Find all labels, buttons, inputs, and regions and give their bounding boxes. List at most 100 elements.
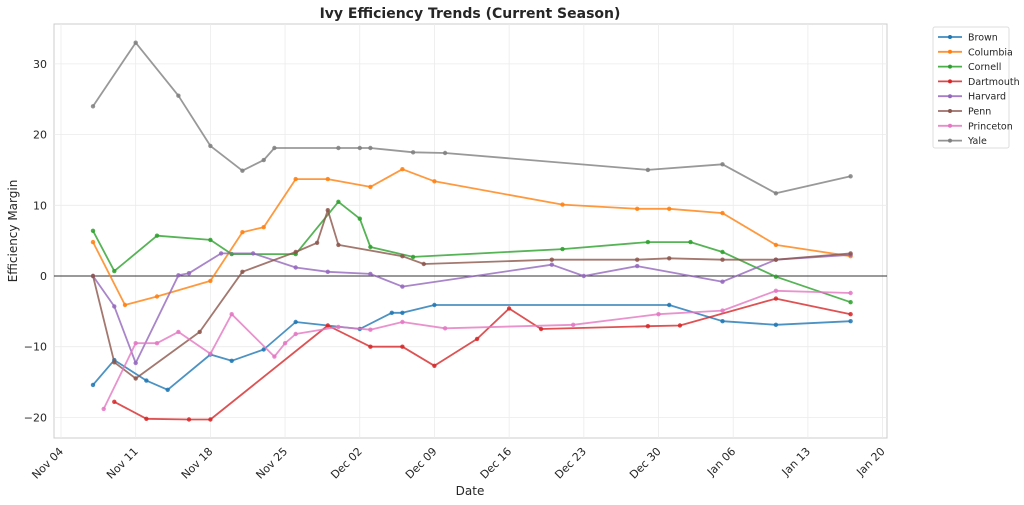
x-tick-label: Nov 18 bbox=[179, 445, 216, 482]
data-point bbox=[720, 308, 725, 313]
data-point bbox=[90, 228, 96, 233]
y-tick-label: 30 bbox=[33, 58, 47, 71]
x-tick-label: Dec 30 bbox=[627, 445, 664, 482]
data-point bbox=[688, 239, 693, 245]
data-point bbox=[549, 257, 554, 262]
legend-item-princeton: Princeton bbox=[938, 121, 1013, 132]
data-point bbox=[272, 354, 277, 359]
data-point bbox=[720, 319, 725, 324]
data-point bbox=[154, 233, 160, 238]
x-tick-label: Nov 04 bbox=[29, 445, 66, 482]
legend-marker bbox=[948, 64, 952, 69]
data-point bbox=[293, 331, 298, 337]
legend-marker bbox=[948, 94, 952, 99]
data-point bbox=[635, 263, 640, 269]
data-point bbox=[421, 261, 426, 267]
data-point bbox=[250, 251, 256, 256]
x-tick-label: Jan 06 bbox=[704, 445, 738, 479]
data-point bbox=[635, 206, 640, 211]
data-point bbox=[848, 319, 853, 324]
data-point bbox=[571, 322, 576, 327]
data-point bbox=[773, 191, 779, 196]
data-point bbox=[240, 168, 245, 173]
data-point bbox=[645, 239, 651, 245]
data-point bbox=[442, 150, 448, 156]
data-point bbox=[432, 179, 437, 184]
data-point bbox=[368, 327, 373, 332]
data-point bbox=[336, 199, 341, 204]
y-tick-label: −20 bbox=[24, 411, 47, 424]
legend-label: Princeton bbox=[968, 121, 1013, 132]
x-tick-label: Dec 16 bbox=[478, 445, 515, 482]
data-point bbox=[410, 254, 416, 260]
data-point bbox=[474, 336, 480, 342]
x-tick-label: Jan 20 bbox=[853, 445, 887, 479]
data-point bbox=[293, 265, 298, 270]
data-point bbox=[773, 322, 779, 327]
legend-label: Cornell bbox=[968, 62, 1001, 73]
data-point bbox=[176, 329, 181, 335]
data-point bbox=[133, 341, 138, 346]
legend-label: Penn bbox=[968, 107, 991, 118]
series-yale bbox=[90, 40, 853, 196]
legend-box bbox=[932, 26, 1010, 149]
data-point bbox=[400, 319, 405, 325]
data-point bbox=[400, 310, 405, 315]
legend-marker bbox=[948, 138, 952, 143]
data-point bbox=[325, 208, 330, 213]
data-point bbox=[560, 202, 565, 207]
data-point bbox=[293, 249, 298, 255]
data-point bbox=[357, 216, 362, 221]
legend-marker bbox=[948, 109, 952, 113]
data-point bbox=[368, 244, 373, 250]
data-point bbox=[368, 344, 373, 349]
data-point bbox=[848, 300, 853, 305]
legend-marker bbox=[948, 123, 952, 128]
data-point bbox=[432, 363, 437, 368]
x-axis-label: Date bbox=[456, 484, 485, 498]
data-point bbox=[208, 143, 213, 149]
data-point bbox=[336, 324, 341, 330]
data-point bbox=[208, 237, 213, 243]
data-point bbox=[773, 296, 779, 301]
data-point bbox=[645, 324, 651, 329]
data-point bbox=[208, 278, 213, 284]
series-princeton bbox=[101, 288, 853, 412]
chart-title: Ivy Efficiency Trends (Current Season) bbox=[320, 6, 621, 22]
data-point bbox=[848, 290, 853, 296]
data-point bbox=[325, 176, 330, 182]
legend-label: Yale bbox=[967, 136, 987, 147]
y-axis-label: Efficiency Margin bbox=[6, 180, 20, 283]
data-point bbox=[90, 382, 96, 388]
data-point bbox=[368, 271, 373, 277]
y-tick-label: 10 bbox=[33, 199, 47, 212]
data-point bbox=[229, 358, 234, 363]
data-point bbox=[261, 347, 266, 352]
y-tick-label: 20 bbox=[33, 129, 47, 142]
data-point bbox=[389, 310, 394, 315]
series-dartmouth bbox=[112, 296, 853, 422]
data-point bbox=[677, 323, 683, 328]
x-tick-label: Dec 23 bbox=[552, 445, 589, 482]
legend-label: Columbia bbox=[968, 47, 1013, 58]
data-point bbox=[144, 416, 149, 421]
y-tick-label: 0 bbox=[40, 270, 47, 283]
data-point bbox=[133, 360, 138, 366]
x-tick-label: Dec 09 bbox=[403, 445, 440, 482]
data-point bbox=[581, 273, 586, 279]
legend-label: Dartmouth bbox=[968, 77, 1020, 88]
data-point bbox=[272, 145, 277, 151]
data-point bbox=[667, 206, 672, 211]
data-point bbox=[848, 251, 853, 256]
data-point bbox=[112, 304, 117, 309]
data-point bbox=[133, 376, 138, 381]
data-point bbox=[90, 239, 96, 245]
data-point bbox=[848, 312, 853, 317]
data-point bbox=[186, 271, 192, 276]
legend-item-dartmouth: Dartmouth bbox=[938, 77, 1020, 88]
data-point bbox=[773, 288, 779, 293]
data-point bbox=[293, 319, 298, 325]
x-tick-label: Nov 25 bbox=[253, 445, 290, 482]
data-point bbox=[357, 145, 362, 151]
